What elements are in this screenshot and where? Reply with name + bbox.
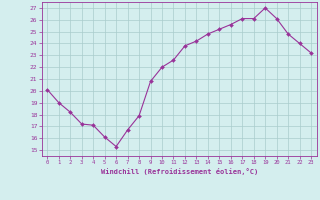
- X-axis label: Windchill (Refroidissement éolien,°C): Windchill (Refroidissement éolien,°C): [100, 168, 258, 175]
